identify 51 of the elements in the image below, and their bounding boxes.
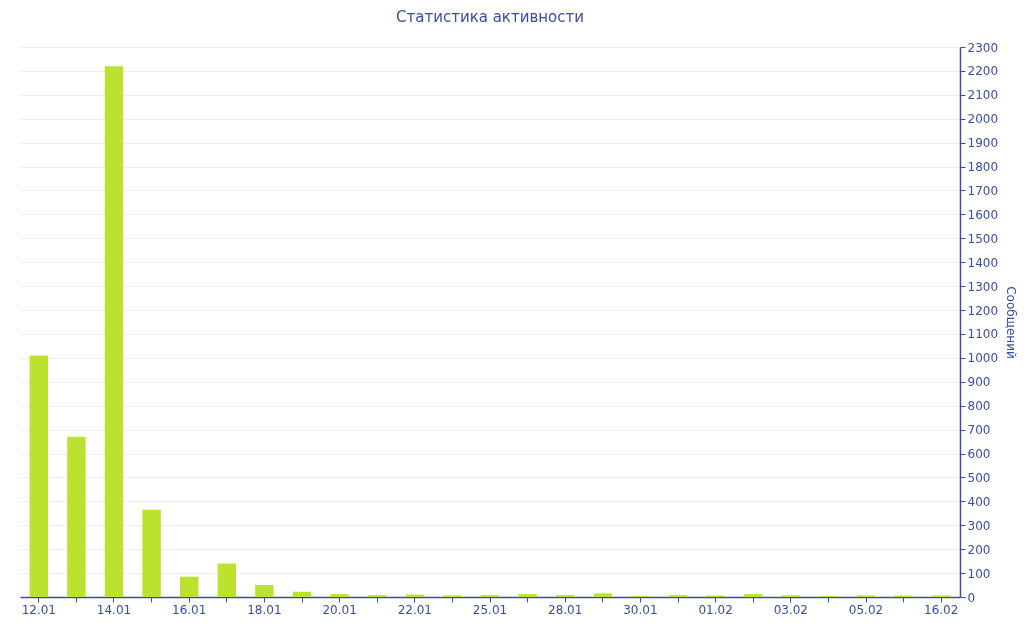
x-tick-label: 01.02: [698, 602, 733, 617]
y-tick-label: 500: [967, 470, 991, 485]
bar: [179, 576, 199, 597]
y-tick-label: 300: [967, 518, 991, 533]
x-tick-label: 16.02: [924, 602, 959, 617]
bar: [142, 509, 161, 597]
y-axis-title: Сообщений: [1004, 286, 1019, 359]
x-tick-label: 16.01: [172, 602, 207, 617]
y-tick-label: 1900: [967, 136, 999, 151]
x-tick-label: 28.01: [548, 602, 583, 617]
bar: [518, 594, 537, 597]
x-tick-label: 22.01: [397, 602, 432, 617]
x-tick-label: 03.02: [773, 602, 808, 617]
y-tick-label: 2200: [967, 64, 999, 79]
y-tick-label: 900: [967, 375, 991, 390]
y-tick-label: 1100: [967, 327, 999, 342]
y-tick-label: 400: [967, 494, 991, 509]
y-tick-label: 200: [967, 542, 991, 557]
bar: [255, 585, 274, 597]
y-tick-label: 2300: [967, 40, 999, 55]
y-tick-label: 700: [967, 423, 991, 438]
bar: [330, 594, 349, 597]
y-tick-label: 600: [967, 447, 991, 462]
x-tick-label: 30.01: [623, 602, 658, 617]
x-tick-label: 14.01: [96, 602, 132, 617]
y-tick-label: 1000: [967, 351, 999, 366]
bar: [104, 66, 124, 597]
bar: [67, 436, 86, 597]
chart-title: Статистика активности: [396, 8, 584, 26]
x-tick-label: 05.02: [848, 602, 884, 617]
x-tick-label: 12.01: [21, 602, 56, 617]
y-tick-label: 2000: [967, 112, 999, 127]
bar: [593, 593, 613, 597]
bar: [292, 591, 312, 597]
y-tick-label: 1600: [967, 207, 999, 222]
y-tick-label: 1400: [967, 255, 999, 270]
x-tick-label: 20.01: [322, 602, 357, 617]
bar: [29, 355, 49, 597]
y-tick-label: 800: [967, 399, 991, 414]
y-tick-label: 1300: [967, 279, 999, 294]
y-tick-label: 1800: [967, 160, 999, 175]
y-tick-label: 1500: [967, 231, 999, 246]
x-tick-label: 25.01: [472, 602, 508, 617]
x-tick-label: 18.01: [247, 602, 282, 617]
y-tick-label: 0: [967, 590, 976, 605]
bar: [743, 594, 763, 597]
y-tick-label: 2100: [967, 88, 999, 103]
y-tick-label: 1200: [967, 303, 999, 318]
y-tick-label: 100: [967, 566, 991, 581]
bar: [217, 563, 237, 597]
y-tick-label: 1700: [967, 183, 999, 198]
